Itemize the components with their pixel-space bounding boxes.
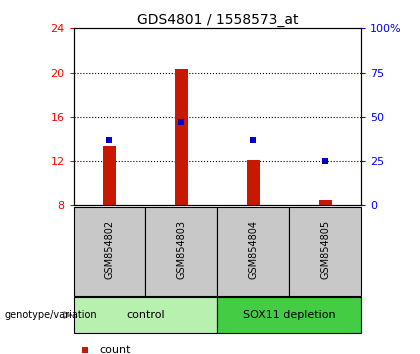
Bar: [74, 207, 145, 296]
Bar: [218, 207, 289, 296]
Bar: [103, 145, 116, 205]
Text: GSM854804: GSM854804: [248, 220, 258, 279]
Text: genotype/variation: genotype/variation: [4, 310, 97, 320]
Bar: [218, 297, 361, 333]
Text: count: count: [100, 345, 131, 354]
Bar: [74, 297, 218, 333]
Bar: [289, 207, 361, 296]
Bar: [175, 69, 188, 205]
Bar: [247, 160, 260, 205]
Bar: [145, 207, 218, 296]
Text: control: control: [126, 310, 165, 320]
Bar: [319, 200, 332, 205]
Title: GDS4801 / 1558573_at: GDS4801 / 1558573_at: [136, 13, 298, 27]
Text: GSM854802: GSM854802: [105, 220, 115, 279]
Text: GSM854803: GSM854803: [176, 220, 186, 279]
Text: GSM854805: GSM854805: [320, 220, 330, 279]
Text: SOX11 depletion: SOX11 depletion: [243, 310, 336, 320]
